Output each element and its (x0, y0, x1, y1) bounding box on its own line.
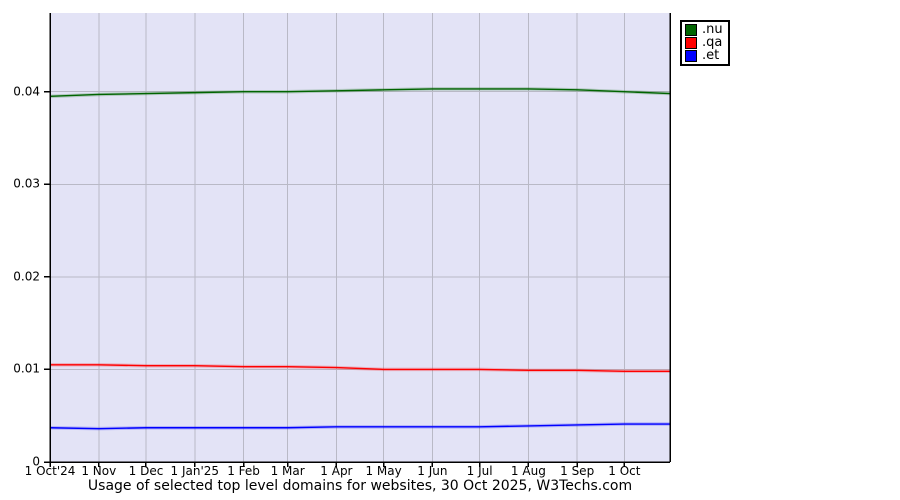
x-tick-label: 1 Feb (227, 464, 260, 478)
y-tick-label: 0.03 (13, 176, 40, 191)
y-tick-label: 0 (32, 454, 40, 469)
series-line-et (49, 423, 670, 430)
nu-series-label: .nu (702, 22, 723, 37)
nu-series-swatch (685, 24, 697, 36)
series-line-qa (50, 364, 670, 372)
legend: .nu .qa .et (680, 20, 730, 66)
et-series-swatch (685, 50, 697, 62)
series-line-nu (49, 88, 671, 98)
x-tick-label: 1 Jul (466, 464, 493, 478)
x-tick-label: 1 Oct (608, 464, 641, 478)
x-tick-label: 1 Oct'24 (24, 464, 76, 478)
x-tick-label: 1 Dec (128, 464, 164, 478)
x-tick-label: 1 Jun (417, 464, 448, 478)
x-tick-label: 1 Aug (510, 464, 546, 478)
chart-title: Usage of selected top level domains for … (87, 478, 633, 494)
legend-item-et: .et (685, 48, 725, 63)
y-tick-label: 0.01 (13, 361, 40, 376)
x-tick-label: 1 Apr (320, 464, 353, 478)
x-tick-label: 1 Sep (560, 464, 595, 478)
x-tick-label: 1 Mar (270, 464, 305, 478)
qa-series-swatch (685, 37, 697, 49)
legend-item-qa: .qa (685, 35, 725, 50)
x-tick-label: 1 May (365, 464, 402, 478)
legend-item-nu: .nu (685, 22, 725, 37)
y-tick-label: 0.04 (13, 84, 40, 99)
plot-background (50, 13, 670, 462)
x-tick-label: 1 Nov (81, 464, 117, 478)
x-tick-label: 1 Jan'25 (170, 464, 220, 478)
et-series-label: .et (702, 48, 720, 63)
y-tick-label: 0.02 (13, 269, 40, 284)
qa-series-label: .qa (702, 35, 723, 50)
